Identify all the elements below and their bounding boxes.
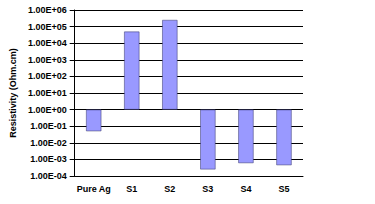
svg-text:1.00E-04: 1.00E-04 bbox=[30, 171, 67, 181]
svg-text:S2: S2 bbox=[164, 184, 175, 194]
svg-text:S1: S1 bbox=[126, 184, 137, 194]
svg-text:1.00E+04: 1.00E+04 bbox=[28, 38, 67, 48]
svg-text:S4: S4 bbox=[240, 184, 251, 194]
svg-text:1.00E-03: 1.00E-03 bbox=[30, 154, 67, 164]
svg-text:1.00E+05: 1.00E+05 bbox=[28, 22, 67, 32]
svg-text:1.00E-01: 1.00E-01 bbox=[30, 121, 67, 131]
svg-text:1.00E+03: 1.00E+03 bbox=[28, 55, 67, 65]
svg-text:1.00E+00: 1.00E+00 bbox=[28, 105, 67, 115]
svg-text:1.00E+02: 1.00E+02 bbox=[28, 71, 67, 81]
svg-text:1.00E+01: 1.00E+01 bbox=[28, 88, 67, 98]
svg-text:Pure Ag: Pure Ag bbox=[77, 184, 111, 194]
svg-text:Resistivity (Ohm.cm): Resistivity (Ohm.cm) bbox=[8, 48, 18, 138]
svg-text:1.00E+06: 1.00E+06 bbox=[28, 5, 67, 15]
svg-text:S3: S3 bbox=[202, 184, 213, 194]
svg-text:S5: S5 bbox=[278, 184, 289, 194]
svg-text:1.00E-02: 1.00E-02 bbox=[30, 138, 67, 148]
